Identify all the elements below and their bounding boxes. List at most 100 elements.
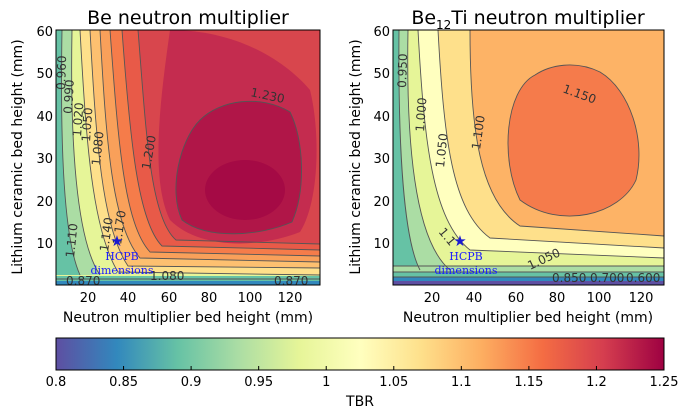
right-contour-label: 0.850 [552,271,586,285]
right-contour-label: 0.700 [590,271,624,285]
right-x-tick: 60 [508,291,525,306]
left-x-tick: 40 [120,291,137,306]
right-panel: Be12Ti neutron multiplier [348,7,665,326]
left-marker-label-2: dimensions [90,264,153,277]
right-x-tick: 80 [549,291,566,306]
right-y-tick: 50 [373,67,390,82]
colorbar-tick-label: 1.05 [379,375,408,390]
left-bottom-band-2 [56,281,320,285]
colorbar-tick-label: 0.85 [109,375,138,390]
right-x-tick: 100 [587,291,612,306]
left-contour-label: 1.020 [70,102,86,137]
right-contour [469,30,664,237]
left-contour-label: 1.170 [110,209,129,245]
left-contour [79,30,320,276]
left-contour [121,30,320,251]
left-x-tick: 120 [278,291,303,306]
left-y-ticks: 10 20 30 40 50 60 [36,25,53,252]
right-band-4 [508,64,639,217]
right-marker-label-2: dimensions [434,264,497,277]
right-marker-label-1: HCPB [449,250,483,263]
left-y-tick: 10 [36,237,53,252]
right-title-main: Be [411,7,436,29]
colorbar-tick-label: 1.25 [650,375,679,390]
colorbar-tick-label: 0.95 [244,375,273,390]
right-contour-label: 0.600 [626,271,660,285]
left-x-axis-label: Neutron multiplier bed height (mm) [63,310,313,326]
left-heatmap: 1.230 1.200 1.170 1.140 1.110 1.080 1.05… [54,30,320,288]
left-marker-label-1: HCPB [105,250,139,263]
right-bottom-band-4 [393,281,664,285]
right-edge-band [393,30,450,270]
left-contour-label: 0.990 [61,79,77,114]
right-y-ticks: 10 20 30 40 50 60 [373,25,390,252]
left-x-ticks: 20 40 60 80 100 120 [80,291,303,306]
left-contour-label: 1.230 [249,85,286,106]
left-y-tick: 40 [36,110,53,125]
colorbar-label: TBR [345,394,374,410]
right-contour-lines [393,30,664,278]
right-contour [437,30,664,249]
right-x-tick: 120 [629,291,654,306]
right-axes-frame [392,29,665,286]
left-x-tick: 100 [238,291,263,306]
right-title: Be12Ti neutron multiplier [411,7,645,32]
left-edge-band-2 [56,30,80,275]
left-x-tick: 80 [201,291,218,306]
left-contour-label: 0.960 [54,55,69,90]
left-contour [137,30,320,245]
colorbar-tick-label: 1.1 [451,375,472,390]
right-y-axis-label: Lithium ceramic bed height (mm) [348,39,364,274]
left-contour [109,30,320,257]
left-panel: Be neutron multiplier [10,7,321,326]
left-y-tick: 20 [36,195,53,210]
left-contour [175,100,302,235]
right-contour-label: 0.950 [395,53,410,88]
right-title-tail: Ti neutron multiplier [450,7,645,29]
right-contour-label: 1.000 [413,97,429,132]
left-contour-label: 0.870 [274,274,308,288]
colorbar-ticks: 0.8 0.85 0.9 0.95 1 1.05 1.1 1.15 1.2 1.25 [46,366,679,390]
left-contour-label: 1.110 [63,223,81,259]
right-title-subscript: 12 [436,18,451,32]
right-x-ticks: 20 40 60 80 100 120 [424,291,654,306]
left-axes-frame [55,29,321,286]
left-y-axis-label: Lithium ceramic bed height (mm) [10,39,26,274]
left-x-tick: 20 [80,291,97,306]
right-contour [398,30,421,271]
right-heatmap: 1.150 1.100 1.050 1.000 0.950 1.050 0.85… [393,30,664,285]
left-contour-label: 1.080 [89,131,107,167]
left-contour [71,30,101,276]
left-y-tick: 60 [36,25,53,40]
left-title: Be neutron multiplier [87,7,289,29]
colorbar-tick-label: 1 [322,375,330,390]
left-y-tick: 30 [36,152,53,167]
colorbar-tick-label: 1.15 [514,375,543,390]
right-x-tick: 20 [424,291,441,306]
right-contour [507,64,640,217]
right-contour-label: 1.050 [433,133,451,169]
colorbar-gradient [55,337,665,371]
right-contour [417,30,664,259]
right-y-tick: 30 [373,152,390,167]
left-contour-label: 0.870 [66,274,100,288]
right-x-tick: 40 [466,291,483,306]
left-x-tick: 60 [161,291,178,306]
left-contour-label: 1.080 [150,269,184,283]
right-edge-band-2 [393,30,420,270]
right-y-tick: 60 [373,25,390,40]
right-contour-label: 1.100 [469,114,488,150]
colorbar-tick-label: 0.8 [46,375,67,390]
right-y-tick: 20 [373,195,390,210]
right-x-axis-label: Neutron multiplier bed height (mm) [403,310,653,326]
left-y-tick: 50 [36,67,53,82]
colorbar: 0.8 0.85 0.9 0.95 1 1.05 1.1 1.15 1.2 1.25 TBR [46,337,679,410]
right-contour [407,30,451,271]
left-contour-lines [56,30,320,280]
colorbar-tick-label: 0.9 [181,375,202,390]
left-contour-label: 1.140 [97,216,116,252]
right-y-tick: 10 [373,237,390,252]
left-marker-star: ★ [110,232,123,250]
left-contour-label: 1.050 [79,107,95,142]
